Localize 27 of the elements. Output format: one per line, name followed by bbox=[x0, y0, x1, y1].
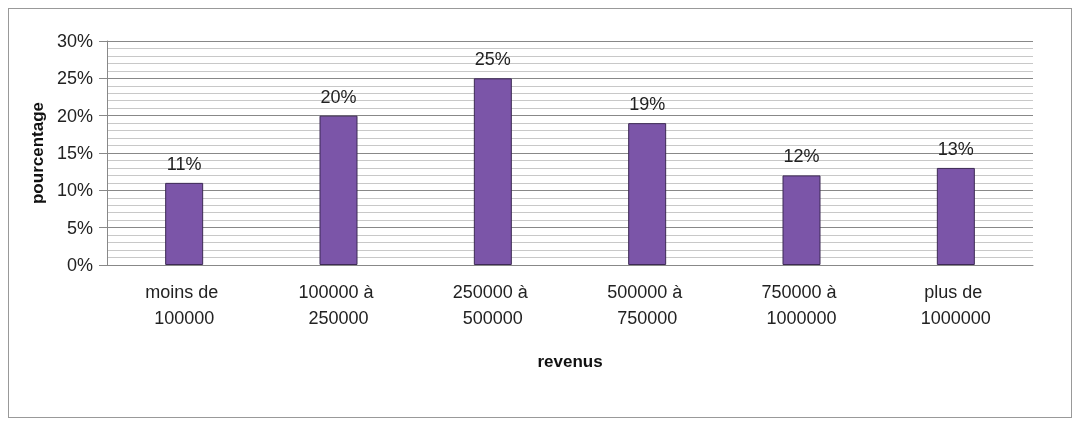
x-axis-title: revenus bbox=[537, 352, 603, 371]
y-tick-label: 10% bbox=[56, 180, 93, 201]
y-axis-title: pourcentage bbox=[28, 101, 48, 205]
y-tick-label: 5% bbox=[66, 217, 93, 238]
x-tick-label: 100000 à 250000 bbox=[298, 282, 379, 328]
y-tick-label: 20% bbox=[56, 105, 93, 126]
x-tick-label: plus de 1000000 bbox=[920, 282, 991, 328]
y-tick-label: 30% bbox=[56, 31, 93, 51]
bar bbox=[473, 78, 512, 265]
bar bbox=[782, 175, 821, 265]
y-tick-label: 25% bbox=[56, 68, 93, 89]
x-tick-label: moins de 100000 bbox=[145, 282, 224, 328]
bar bbox=[628, 123, 667, 265]
bar bbox=[319, 115, 358, 265]
y-tick-label: 15% bbox=[56, 143, 93, 163]
x-tick-label: 500000 à 750000 bbox=[607, 282, 688, 328]
data-label: 19% bbox=[629, 94, 666, 115]
x-tick-label: 750000 à 1000000 bbox=[761, 282, 842, 328]
data-label: 25% bbox=[474, 49, 511, 70]
x-tick-label: 250000 à 500000 bbox=[452, 282, 533, 328]
data-label: 12% bbox=[783, 146, 820, 167]
data-label: 11% bbox=[166, 153, 202, 174]
data-label: 20% bbox=[320, 86, 357, 107]
y-tick-label: 0% bbox=[66, 255, 93, 275]
bar bbox=[936, 167, 975, 265]
data-label: 13% bbox=[937, 138, 974, 159]
bar bbox=[165, 182, 204, 265]
